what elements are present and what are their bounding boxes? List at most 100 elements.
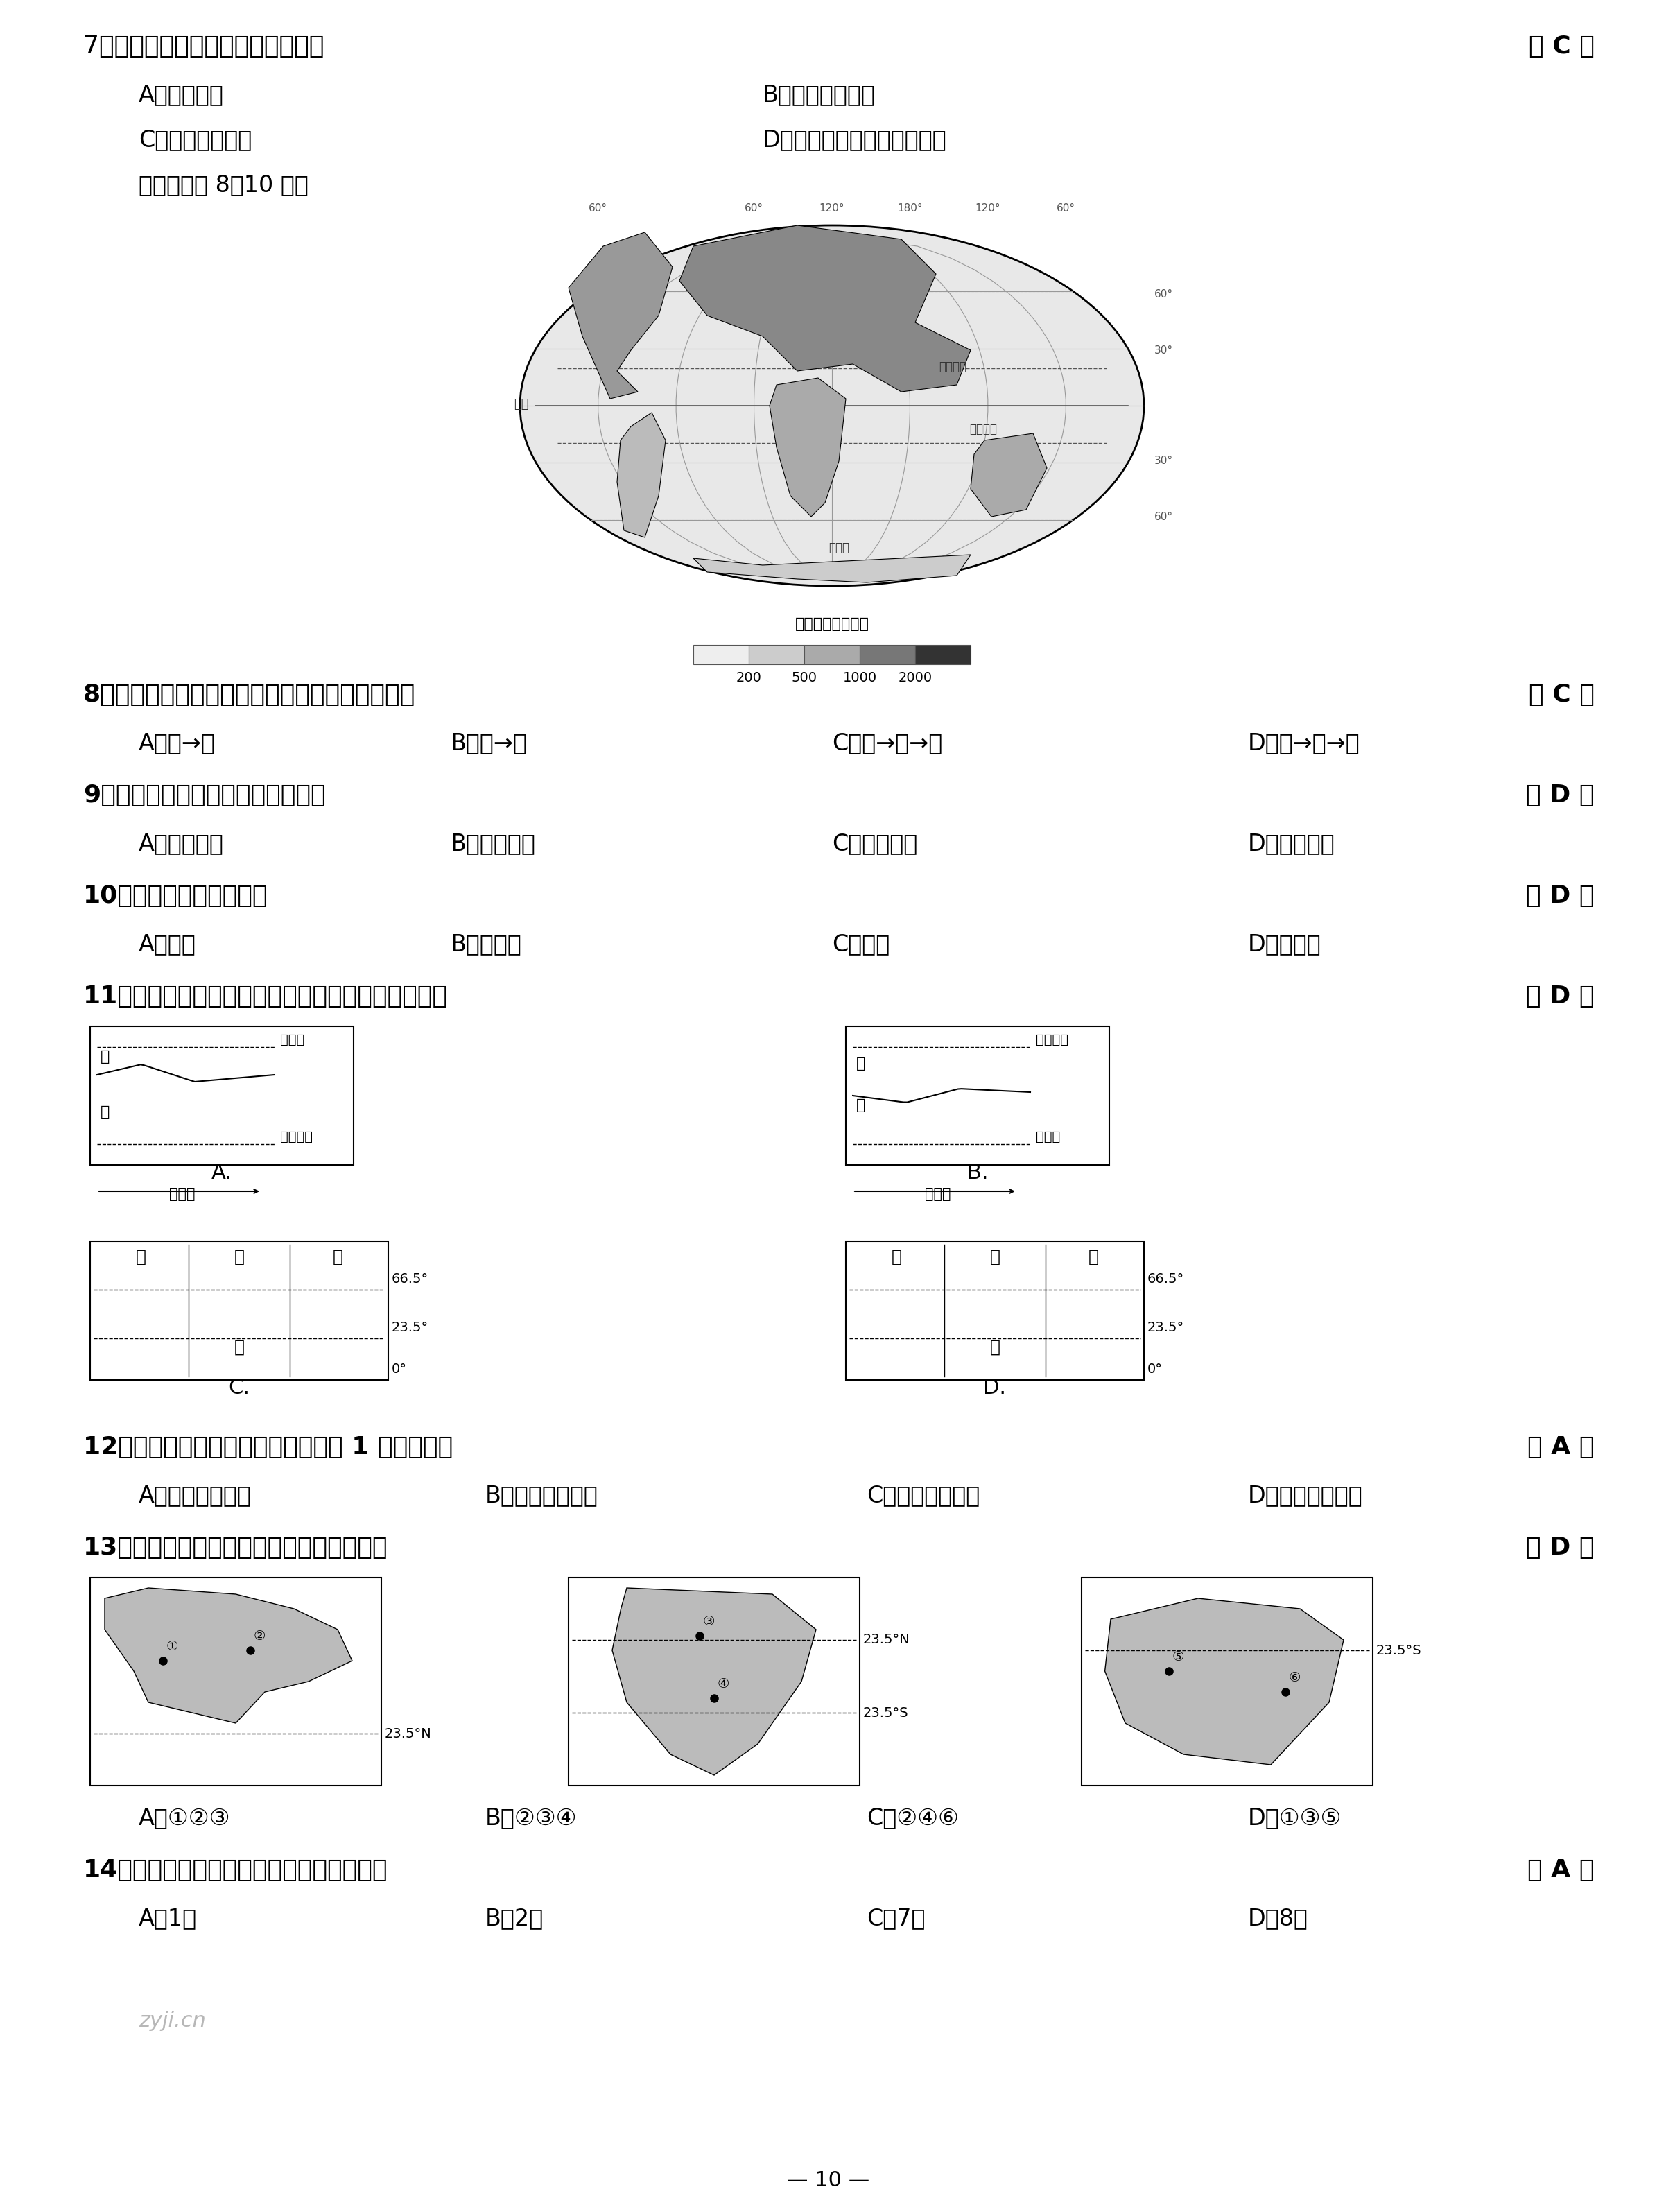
Text: B．少→多: B．少→多 <box>451 732 527 754</box>
Text: （ D ）: （ D ） <box>1526 1535 1594 1559</box>
Text: 多: 多 <box>234 1338 244 1356</box>
Text: ①: ① <box>166 1639 179 1652</box>
Text: （ C ）: （ C ） <box>1529 684 1594 706</box>
Text: （ D ）: （ D ） <box>1526 984 1594 1009</box>
Bar <box>915 646 971 664</box>
Text: D．海陆因素: D．海陆因素 <box>1248 832 1336 856</box>
Text: B.: B. <box>968 1164 988 1183</box>
Polygon shape <box>693 555 971 582</box>
Text: ②: ② <box>254 1630 265 1644</box>
Bar <box>568 1577 860 1785</box>
Text: ⑤: ⑤ <box>1173 1650 1185 1663</box>
Text: A．非洲: A．非洲 <box>139 933 196 956</box>
Text: B．青藏高原地区: B．青藏高原地区 <box>762 84 875 106</box>
Polygon shape <box>568 232 673 398</box>
Polygon shape <box>616 414 666 538</box>
Bar <box>845 1241 1143 1380</box>
Text: 低: 低 <box>857 1057 865 1071</box>
Text: 120°: 120° <box>819 204 845 215</box>
Text: 北极圈: 北极圈 <box>280 1033 305 1046</box>
Text: B．2月: B．2月 <box>486 1907 543 1929</box>
Text: C.: C. <box>229 1378 250 1398</box>
Text: 10．降水量最少的大洲是: 10．降水量最少的大洲是 <box>83 885 268 907</box>
Text: 等温线: 等温线 <box>925 1188 951 1201</box>
Text: 23.5°: 23.5° <box>391 1321 429 1334</box>
Text: 多: 多 <box>234 1250 244 1265</box>
Text: D．少→多→少: D．少→多→少 <box>1248 732 1360 754</box>
Text: 66.5°: 66.5° <box>1147 1272 1185 1285</box>
Text: zyji.cn: zyji.cn <box>139 2011 205 2031</box>
Text: B．②③④: B．②③④ <box>486 1807 577 1829</box>
Text: ④: ④ <box>717 1677 729 1690</box>
Text: 0°: 0° <box>1147 1363 1163 1376</box>
Text: 9．影响这一规律形成的主要因素是: 9．影响这一规律形成的主要因素是 <box>83 783 325 807</box>
Text: A．海洋高于陆地: A．海洋高于陆地 <box>139 1484 252 1506</box>
Text: 2000: 2000 <box>898 670 933 684</box>
Text: （ D ）: （ D ） <box>1526 885 1594 907</box>
Text: — 10 —: — 10 — <box>787 2170 870 2190</box>
Text: 60°: 60° <box>588 204 608 215</box>
Text: C．亚洲: C．亚洲 <box>832 933 890 956</box>
Text: D．8月: D．8月 <box>1248 1907 1307 1929</box>
Text: 低: 低 <box>101 1106 109 1119</box>
Text: （ C ）: （ C ） <box>1529 35 1594 58</box>
Text: 23.5°N: 23.5°N <box>863 1632 910 1646</box>
Text: 500: 500 <box>792 670 817 684</box>
Text: 赤道: 赤道 <box>514 398 529 411</box>
Text: A.: A. <box>212 1164 232 1183</box>
Text: A．多→少: A．多→少 <box>139 732 215 754</box>
Text: 南极圈: 南极圈 <box>1036 1130 1060 1144</box>
Text: 60°: 60° <box>1155 511 1173 522</box>
Text: 北回归线: 北回归线 <box>969 422 998 436</box>
Text: 30°: 30° <box>1155 345 1173 356</box>
Bar <box>89 1026 353 1166</box>
Bar <box>1082 1577 1372 1785</box>
Polygon shape <box>1105 1599 1344 1765</box>
Text: 66.5°: 66.5° <box>391 1272 429 1285</box>
Polygon shape <box>769 378 845 518</box>
Text: 少: 少 <box>989 1250 1001 1265</box>
Text: 少: 少 <box>136 1250 146 1265</box>
Text: 南回归线: 南回归线 <box>940 361 966 374</box>
Bar <box>89 1241 388 1380</box>
Text: D．北回归线附近的大陆西岸: D．北回归线附近的大陆西岸 <box>762 128 946 150</box>
Text: 23.5°: 23.5° <box>1147 1321 1185 1334</box>
Text: 高: 高 <box>101 1051 109 1064</box>
Text: C．②④⑥: C．②④⑥ <box>867 1807 959 1829</box>
Text: C．多→少→多: C．多→少→多 <box>832 732 943 754</box>
Polygon shape <box>679 226 971 392</box>
Text: （ A ）: （ A ） <box>1528 1858 1594 1882</box>
Text: 1000: 1000 <box>843 670 877 684</box>
Text: 23.5°S: 23.5°S <box>863 1705 908 1719</box>
Text: 年降水量（毫米）: 年降水量（毫米） <box>795 617 868 630</box>
Text: 23.5°N: 23.5°N <box>384 1728 432 1741</box>
Text: 14．一年之中，北半球陆地最低气温出现在: 14．一年之中，北半球陆地最低气温出现在 <box>83 1858 388 1882</box>
Text: （ D ）: （ D ） <box>1526 783 1594 807</box>
Text: C．亚洲的东南部: C．亚洲的东南部 <box>139 128 252 150</box>
Text: 读图，完成 8～10 题。: 读图，完成 8～10 题。 <box>139 173 308 197</box>
Text: A．极地地区: A．极地地区 <box>139 84 224 106</box>
Text: C．高原高于平原: C．高原高于平原 <box>867 1484 979 1506</box>
Polygon shape <box>104 1588 353 1723</box>
Text: D．荒漠高于森林: D．荒漠高于森林 <box>1248 1484 1362 1506</box>
Text: D．①③⑤: D．①③⑤ <box>1248 1807 1342 1829</box>
Text: 200: 200 <box>736 670 762 684</box>
Bar <box>804 646 860 664</box>
Text: D．南极洲: D．南极洲 <box>1248 933 1321 956</box>
Bar <box>89 1577 381 1785</box>
Polygon shape <box>611 1588 815 1776</box>
Text: B．陆地高于海洋: B．陆地高于海洋 <box>486 1484 598 1506</box>
Text: 南回归线: 南回归线 <box>1036 1033 1069 1046</box>
Text: 60°: 60° <box>1155 290 1173 299</box>
Text: 13．下列大洲中加点的地区，降水稀少的是: 13．下列大洲中加点的地区，降水稀少的是 <box>83 1535 388 1559</box>
Text: 少: 少 <box>333 1250 343 1265</box>
Text: B．地形因素: B．地形因素 <box>451 832 535 856</box>
Text: 北回归线: 北回归线 <box>280 1130 313 1144</box>
Bar <box>693 646 749 664</box>
Text: 7．下列地区中，年降水量最多的是: 7．下列地区中，年降水量最多的是 <box>83 35 325 58</box>
Text: 等温线: 等温线 <box>169 1188 196 1201</box>
Text: A．纬度因素: A．纬度因素 <box>139 832 224 856</box>
Text: C．洋流因素: C．洋流因素 <box>832 832 918 856</box>
Text: 高: 高 <box>857 1099 865 1113</box>
Text: 多: 多 <box>1089 1250 1099 1265</box>
